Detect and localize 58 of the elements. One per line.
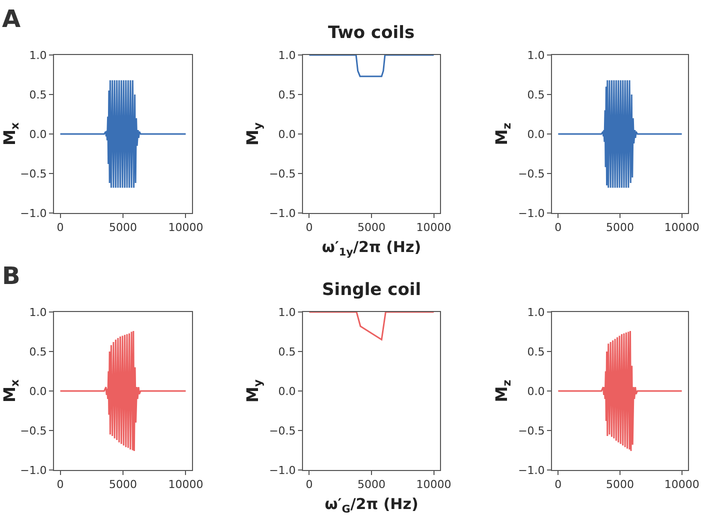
y-tick-label: 1.0	[527, 306, 545, 319]
y-tick-label: 0.0	[29, 128, 47, 141]
x-tick-label: 0	[554, 221, 562, 234]
y-tick-label: −0.5	[20, 424, 47, 438]
y-tick-label: −0.5	[20, 167, 47, 180]
y-tick-label: 1.0	[278, 48, 296, 62]
x-tick-label: 0	[56, 478, 64, 492]
x-tick-label: 0	[306, 478, 313, 492]
y-tick-label: 1.0	[527, 48, 545, 62]
y-tick-label: −1.0	[269, 464, 296, 477]
y-tick-label: −1.0	[518, 464, 545, 477]
y-tick-label: 0.0	[527, 384, 545, 398]
text: B	[2, 262, 20, 290]
x-tick-label: 5000	[358, 478, 386, 492]
x-tick-label: 0	[56, 221, 64, 234]
chart-title: Single coil	[322, 280, 422, 300]
y-tick-label: 0.0	[278, 384, 296, 398]
x-tick-label: 5000	[109, 478, 137, 492]
x-tick-label: 10000	[416, 478, 452, 492]
text: A	[2, 5, 21, 33]
y-tick-label: 0.0	[29, 384, 47, 398]
y-tick-label: −0.5	[518, 424, 545, 438]
x-tick-label: 5000	[606, 221, 634, 234]
x-tick-label: 5000	[606, 478, 634, 492]
line-series	[557, 80, 683, 188]
x-tick-label: 10000	[664, 221, 700, 234]
x-axis-title: ω′$_{1y}$/2π (Hz)	[322, 238, 422, 258]
y-tick-label: 1.0	[29, 306, 47, 319]
y-tick-label: 0.5	[527, 345, 545, 358]
line-series	[60, 330, 186, 452]
y-tick-label: 1.0	[29, 48, 47, 62]
y-tick-label: −0.5	[269, 424, 296, 438]
y-tick-label: −0.5	[518, 167, 545, 180]
y-tick-label: 0.5	[29, 345, 47, 358]
x-tick-label: 10000	[664, 478, 700, 492]
x-tick-label: 0	[554, 478, 562, 492]
y-tick-label: 0.5	[527, 88, 545, 102]
y-tick-label: −1.0	[269, 206, 296, 220]
y-tick-label: 0.0	[278, 128, 296, 141]
y-tick-label: −0.5	[269, 167, 296, 180]
y-tick-label: 1.0	[278, 306, 296, 319]
y-tick-label: 0.5	[278, 345, 296, 358]
y-tick-label: −1.0	[20, 464, 47, 477]
y-tick-label: 0.5	[29, 88, 47, 102]
x-tick-label: 5000	[109, 221, 137, 234]
x-tick-label: 10000	[416, 221, 452, 234]
x-axis-title: ω′$_{G}$/2π (Hz)	[324, 495, 418, 516]
chart-title: Two coils	[328, 23, 415, 43]
x-tick-label: 0	[306, 221, 313, 234]
line-series	[557, 330, 683, 452]
x-tick-label: 5000	[358, 221, 386, 234]
line-series	[60, 80, 186, 188]
x-tick-label: 10000	[168, 478, 204, 492]
y-tick-label: −1.0	[518, 206, 545, 220]
y-tick-label: 0.0	[527, 128, 545, 141]
y-tick-label: −1.0	[20, 206, 47, 220]
x-tick-label: 10000	[168, 221, 204, 234]
y-tick-label: 0.5	[278, 88, 296, 102]
